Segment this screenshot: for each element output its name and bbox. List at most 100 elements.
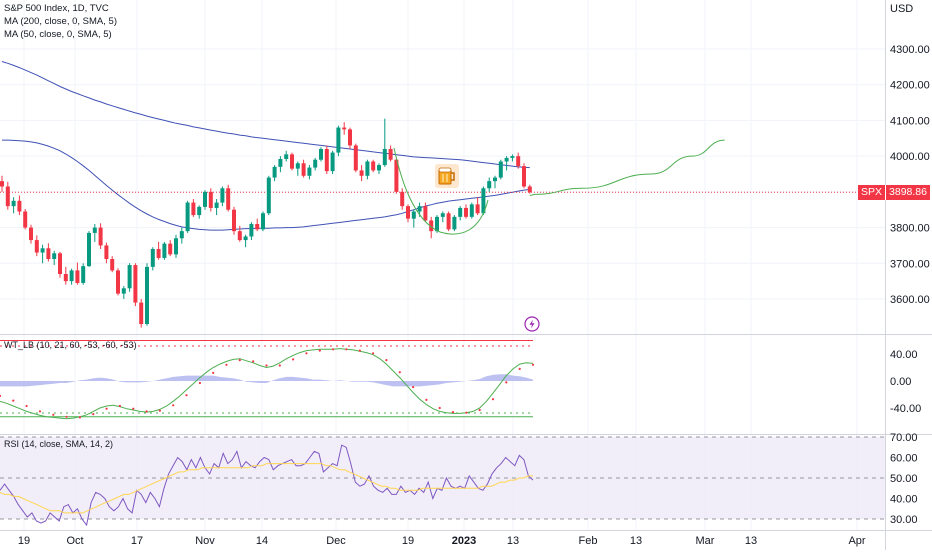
candle[interactable]	[336, 125, 341, 157]
candle[interactable]	[504, 156, 509, 171]
candle[interactable]	[145, 263, 149, 326]
candle[interactable]	[17, 195, 22, 216]
candle[interactable]	[179, 227, 184, 244]
rsi-legend[interactable]: RSI (14, close, SMA, 14, 2)	[4, 439, 114, 449]
candle[interactable]	[394, 157, 399, 194]
candle[interactable]	[174, 234, 178, 258]
candle[interactable]	[400, 188, 405, 210]
candle[interactable]	[388, 145, 393, 162]
wavetrend-pane[interactable]	[0, 340, 535, 420]
candle[interactable]	[319, 147, 323, 162]
candle[interactable]	[150, 247, 155, 271]
candle[interactable]	[58, 251, 62, 278]
candle[interactable]	[423, 202, 428, 223]
candle[interactable]	[446, 211, 451, 232]
candle[interactable]	[440, 211, 445, 223]
ma50-legend[interactable]: MA (50, close, 0, SMA, 5)	[4, 29, 112, 40]
candle[interactable]	[295, 161, 300, 176]
candle[interactable]	[411, 209, 416, 228]
beer-icon[interactable]	[435, 164, 459, 188]
candle[interactable]	[435, 215, 439, 233]
candle[interactable]	[458, 206, 463, 221]
candle[interactable]	[40, 244, 45, 264]
candle[interactable]	[382, 118, 387, 167]
candle[interactable]	[0, 175, 4, 192]
candle[interactable]	[487, 177, 492, 192]
candle[interactable]	[168, 240, 173, 257]
candle[interactable]	[121, 286, 126, 299]
rsi-pane[interactable]	[0, 436, 885, 527]
candle[interactable]	[377, 163, 381, 174]
symbol-title[interactable]: S&P 500 Index, 1D, TVC	[4, 3, 109, 14]
candle[interactable]	[23, 209, 28, 230]
candle[interactable]	[406, 204, 410, 223]
candle[interactable]	[266, 175, 271, 216]
candle[interactable]	[348, 127, 352, 149]
candle[interactable]	[156, 241, 161, 260]
candle[interactable]	[290, 152, 294, 171]
candle[interactable]	[220, 186, 225, 207]
candle[interactable]	[197, 205, 202, 219]
candle[interactable]	[127, 263, 132, 292]
candle[interactable]	[52, 250, 57, 266]
price-pane[interactable]	[0, 61, 885, 328]
candle[interactable]	[313, 157, 318, 171]
candle[interactable]	[162, 241, 167, 260]
candle[interactable]	[34, 235, 39, 257]
candle[interactable]	[81, 263, 86, 285]
candle[interactable]	[481, 186, 486, 216]
candle[interactable]	[46, 243, 51, 262]
candle[interactable]	[353, 143, 358, 173]
candle[interactable]	[510, 154, 515, 162]
candle[interactable]	[498, 159, 503, 180]
candle[interactable]	[255, 218, 260, 232]
candle[interactable]	[226, 184, 231, 212]
candle[interactable]	[464, 204, 468, 219]
candle[interactable]	[365, 159, 370, 180]
candle[interactable]	[469, 202, 474, 219]
candle[interactable]	[261, 211, 265, 232]
candle[interactable]	[371, 159, 376, 173]
candle[interactable]	[307, 165, 312, 180]
candle[interactable]	[133, 263, 138, 307]
candle[interactable]	[139, 299, 144, 328]
candle[interactable]	[208, 188, 213, 212]
candle[interactable]	[342, 122, 347, 135]
candle[interactable]	[324, 145, 329, 174]
candle[interactable]	[203, 190, 207, 210]
candle[interactable]	[278, 156, 283, 173]
candle[interactable]	[243, 234, 248, 248]
candle[interactable]	[11, 197, 16, 214]
candle[interactable]	[516, 152, 521, 169]
candle[interactable]	[429, 216, 434, 239]
candle[interactable]	[232, 206, 236, 235]
candle[interactable]	[87, 231, 91, 267]
candle[interactable]	[75, 262, 80, 285]
candle[interactable]	[359, 165, 364, 182]
wt-legend[interactable]: WT_LB (10, 21, 60, -53, -60, -53)	[4, 340, 137, 350]
candle[interactable]	[191, 199, 196, 217]
candle[interactable]	[284, 150, 289, 162]
candle[interactable]	[29, 224, 33, 244]
candle[interactable]	[527, 184, 532, 194]
candle[interactable]	[452, 215, 457, 232]
candle[interactable]	[493, 175, 497, 189]
candle[interactable]	[104, 242, 109, 264]
candle[interactable]	[110, 256, 115, 273]
candle[interactable]	[249, 222, 254, 241]
candle[interactable]	[522, 163, 526, 189]
lightning-icon[interactable]	[524, 316, 540, 332]
candle[interactable]	[301, 159, 306, 178]
candle[interactable]	[475, 197, 480, 216]
candle[interactable]	[272, 165, 277, 182]
candle[interactable]	[214, 199, 219, 216]
candle[interactable]	[330, 150, 335, 174]
candle[interactable]	[237, 225, 242, 242]
candle[interactable]	[92, 224, 97, 242]
candle[interactable]	[98, 223, 103, 249]
candle[interactable]	[116, 268, 120, 296]
candle[interactable]	[69, 268, 74, 285]
candle[interactable]	[5, 181, 10, 210]
candle[interactable]	[63, 266, 68, 285]
